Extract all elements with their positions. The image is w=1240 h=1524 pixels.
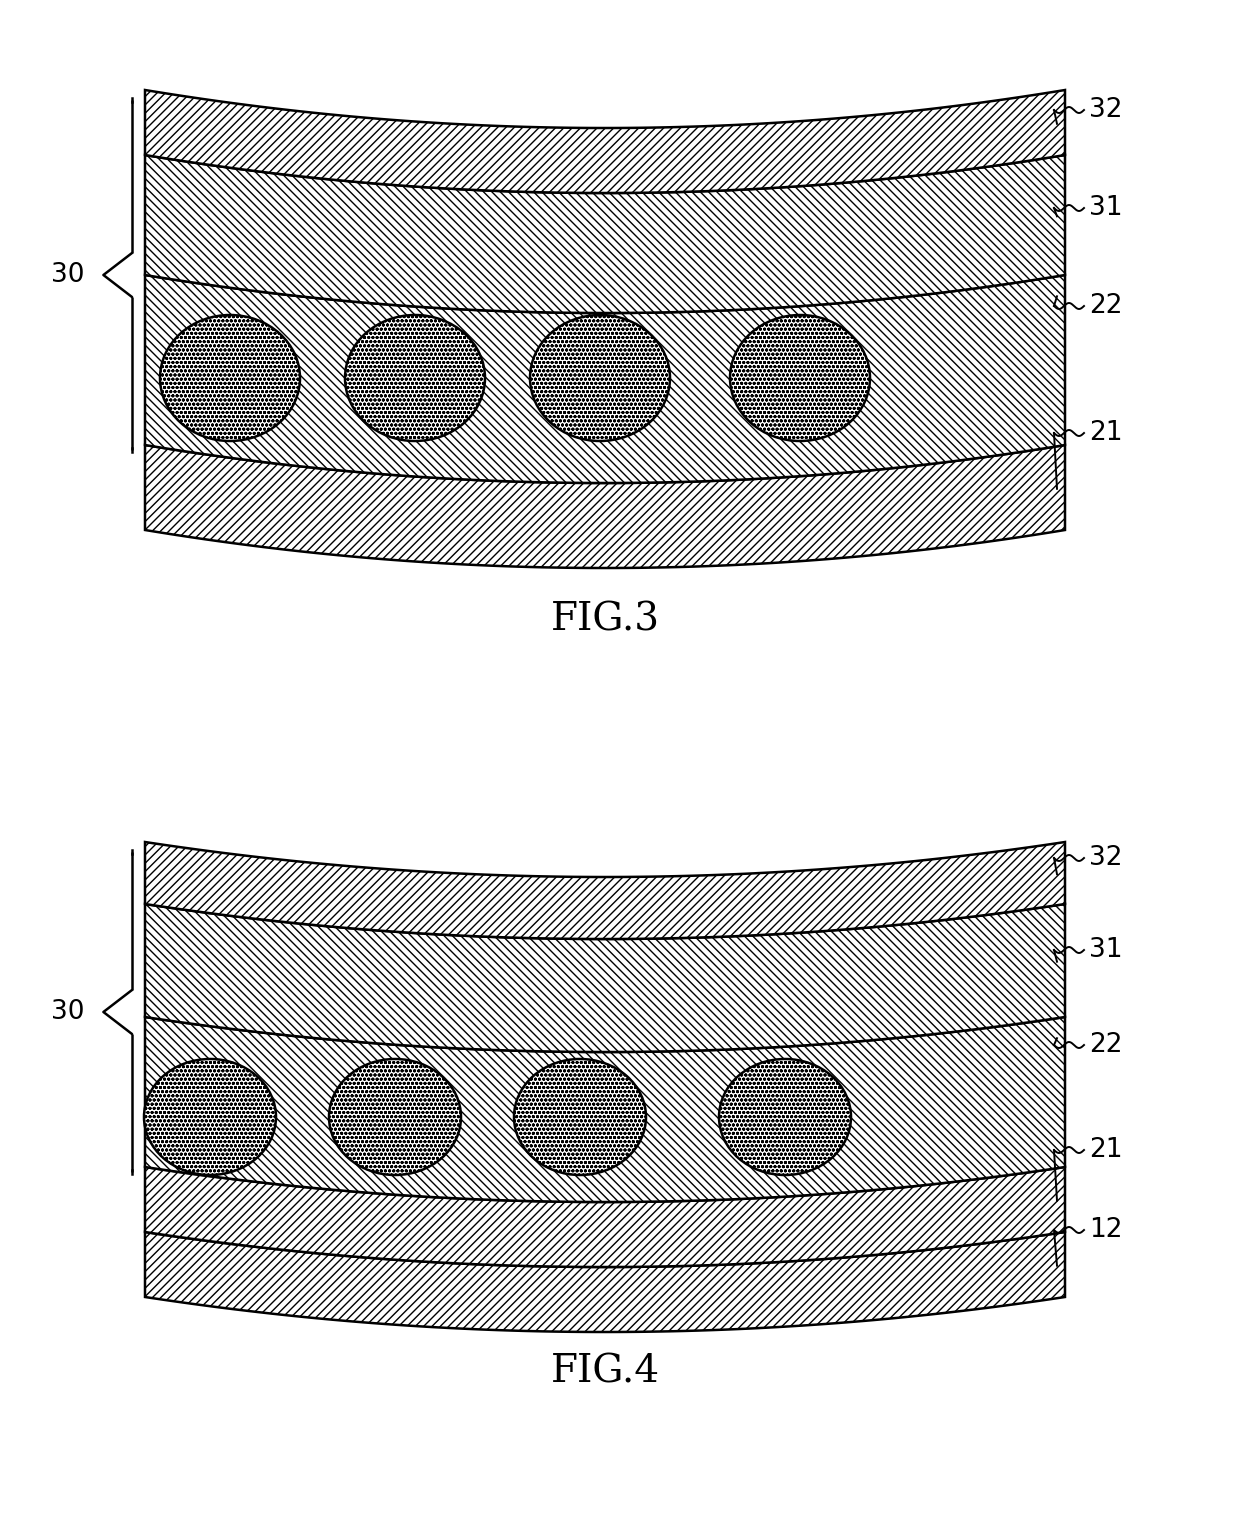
Ellipse shape — [730, 315, 870, 440]
Polygon shape — [145, 1017, 1065, 1202]
Ellipse shape — [144, 1059, 277, 1175]
Polygon shape — [145, 445, 1065, 568]
Ellipse shape — [529, 315, 670, 440]
Text: 22: 22 — [1089, 1032, 1122, 1058]
Polygon shape — [145, 904, 1065, 1052]
Ellipse shape — [515, 1059, 646, 1175]
Text: FIG.4: FIG.4 — [551, 1353, 660, 1390]
Ellipse shape — [529, 315, 670, 440]
Ellipse shape — [719, 1059, 851, 1175]
Text: 30: 30 — [51, 262, 84, 288]
Ellipse shape — [345, 315, 485, 440]
Text: 31: 31 — [1089, 937, 1122, 963]
Ellipse shape — [329, 1059, 461, 1175]
Ellipse shape — [144, 1059, 277, 1175]
Polygon shape — [145, 1167, 1065, 1266]
Text: 32: 32 — [1089, 844, 1122, 872]
Polygon shape — [145, 90, 1065, 194]
Ellipse shape — [160, 315, 300, 440]
Text: 30: 30 — [51, 1000, 84, 1026]
Text: 31: 31 — [1089, 195, 1122, 221]
Polygon shape — [145, 841, 1065, 939]
Polygon shape — [145, 155, 1065, 312]
Text: 12: 12 — [1089, 1218, 1122, 1244]
Ellipse shape — [515, 1059, 646, 1175]
Ellipse shape — [329, 1059, 461, 1175]
Text: 32: 32 — [1089, 98, 1122, 123]
Text: 21: 21 — [1089, 1137, 1122, 1163]
Ellipse shape — [160, 315, 300, 440]
Text: 22: 22 — [1089, 293, 1122, 319]
Ellipse shape — [719, 1059, 851, 1175]
Ellipse shape — [730, 315, 870, 440]
Polygon shape — [145, 1231, 1065, 1332]
Text: 21: 21 — [1089, 421, 1122, 447]
Ellipse shape — [345, 315, 485, 440]
Polygon shape — [145, 274, 1065, 483]
Text: FIG.3: FIG.3 — [551, 602, 660, 639]
